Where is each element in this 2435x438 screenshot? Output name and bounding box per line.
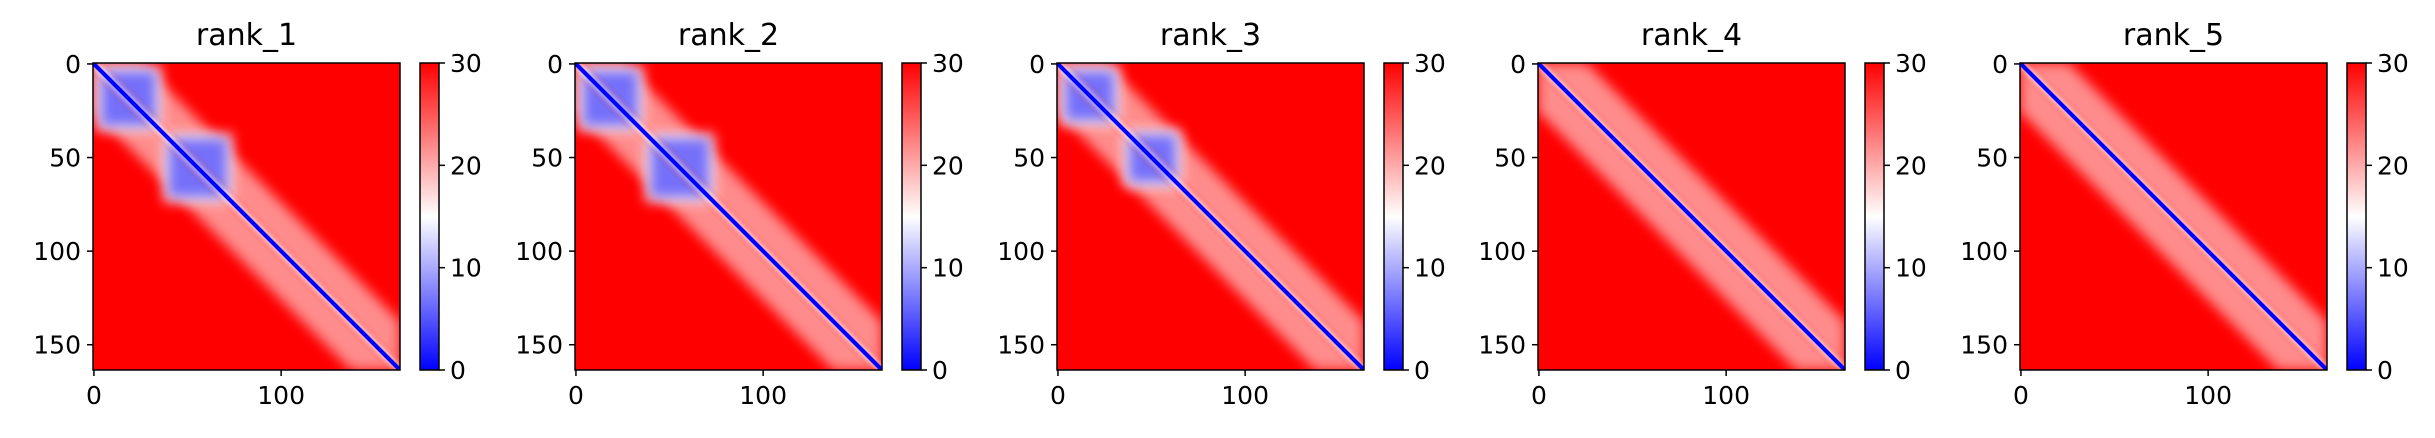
y-tick-label: 150	[997, 331, 1045, 360]
x-tick-label: 100	[739, 381, 787, 410]
colorbar-tick-label: 20	[1414, 151, 1446, 180]
x-tick-label: 0	[568, 381, 584, 410]
y-tick-label: 0	[547, 50, 563, 79]
x-tick-label: 100	[2184, 381, 2232, 410]
colorbar-tick-label: 20	[2377, 151, 2409, 180]
x-tick-label: 0	[86, 381, 102, 410]
diagonal-line	[2020, 63, 2327, 370]
colorbar-tick-label: 20	[450, 151, 482, 180]
y-tick-label: 50	[1013, 144, 1045, 173]
y-tick-label: 100	[1478, 237, 1526, 266]
plot-frame	[92, 62, 401, 371]
colorbar-tick-label: 30	[932, 49, 964, 78]
y-tick-label: 0	[1510, 50, 1526, 79]
panel-title: rank_3	[1160, 18, 1261, 53]
colorbar-tick-label: 0	[932, 356, 948, 385]
y-tick-label: 150	[1960, 331, 2008, 360]
colorbar	[419, 62, 440, 371]
colorbar-tick-label: 30	[1895, 49, 1927, 78]
plot-frame	[1056, 62, 1365, 371]
panel-title: rank_2	[678, 18, 779, 53]
diagonal-line	[575, 63, 882, 370]
y-tick-label: 100	[33, 237, 81, 266]
x-tick-label: 0	[2013, 381, 2029, 410]
colorbar-tick-label: 30	[450, 49, 482, 78]
y-tick-label: 50	[1494, 144, 1526, 173]
diagonal-line	[93, 63, 400, 370]
y-tick-label: 100	[1960, 237, 2008, 266]
y-tick-label: 0	[1992, 50, 2008, 79]
panel-title: rank_1	[196, 18, 297, 53]
y-tick-label: 50	[1976, 144, 2008, 173]
colorbar-tick-label: 0	[450, 356, 466, 385]
y-tick-label: 150	[1478, 331, 1526, 360]
colorbar-tick-label: 20	[932, 151, 964, 180]
panel-title: rank_5	[2123, 18, 2224, 53]
colorbar-tick-label: 0	[2377, 356, 2393, 385]
y-tick-label: 50	[49, 144, 81, 173]
heatmap-body	[93, 63, 400, 370]
x-tick-label: 100	[1702, 381, 1750, 410]
x-tick-label: 100	[1221, 381, 1269, 410]
y-tick-label: 150	[33, 331, 81, 360]
colorbar-tick-label: 10	[1414, 254, 1446, 283]
heatmap-body	[2020, 63, 2327, 370]
y-tick-label: 50	[531, 144, 563, 173]
y-tick-label: 100	[515, 237, 563, 266]
colorbar-tick-label: 30	[1414, 49, 1446, 78]
x-tick-label: 0	[1050, 381, 1066, 410]
colorbar	[1383, 62, 1404, 371]
x-tick-label: 0	[1531, 381, 1547, 410]
y-tick-label: 0	[65, 50, 81, 79]
y-tick-label: 0	[1029, 50, 1045, 79]
heatmap-body	[575, 63, 882, 370]
colorbar-tick-label: 10	[450, 254, 482, 283]
y-tick-label: 150	[515, 331, 563, 360]
heatmap-body	[1538, 63, 1845, 370]
colorbar-tick-label: 10	[2377, 254, 2409, 283]
panel-title: rank_4	[1641, 18, 1742, 53]
diagonal-line	[1057, 63, 1364, 370]
colorbar-tick-label: 30	[2377, 49, 2409, 78]
colorbar-tick-label: 0	[1895, 356, 1911, 385]
heatmap-body	[1057, 63, 1364, 370]
colorbar	[1864, 62, 1885, 371]
colorbar-tick-label: 10	[932, 254, 964, 283]
colorbar-tick-label: 20	[1895, 151, 1927, 180]
plot-frame	[574, 62, 883, 371]
plot-frame	[2019, 62, 2328, 371]
colorbar	[2346, 62, 2367, 371]
x-tick-label: 100	[257, 381, 305, 410]
y-tick-label: 100	[997, 237, 1045, 266]
colorbar-tick-label: 0	[1414, 356, 1430, 385]
colorbar-tick-label: 10	[1895, 254, 1927, 283]
diagonal-line	[1538, 63, 1845, 370]
plot-frame	[1537, 62, 1846, 371]
colorbar	[901, 62, 922, 371]
